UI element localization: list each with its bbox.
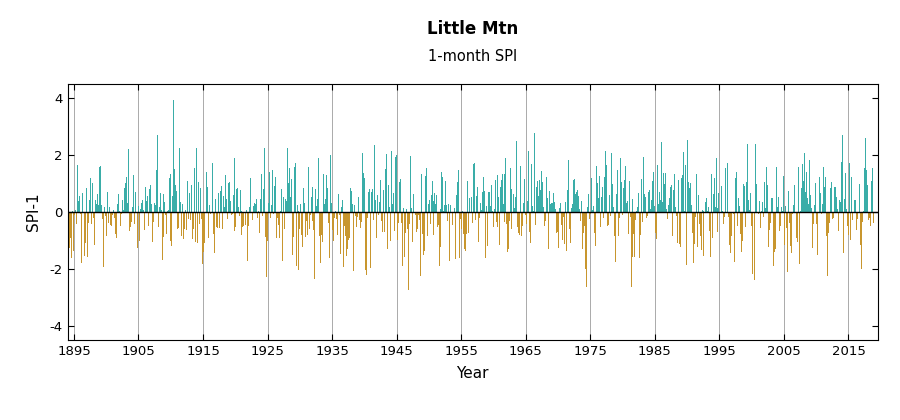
Text: 1-month SPI: 1-month SPI (428, 49, 518, 64)
X-axis label: Year: Year (456, 366, 489, 381)
Text: Little Mtn: Little Mtn (427, 21, 518, 38)
Y-axis label: SPI-1: SPI-1 (26, 193, 41, 231)
